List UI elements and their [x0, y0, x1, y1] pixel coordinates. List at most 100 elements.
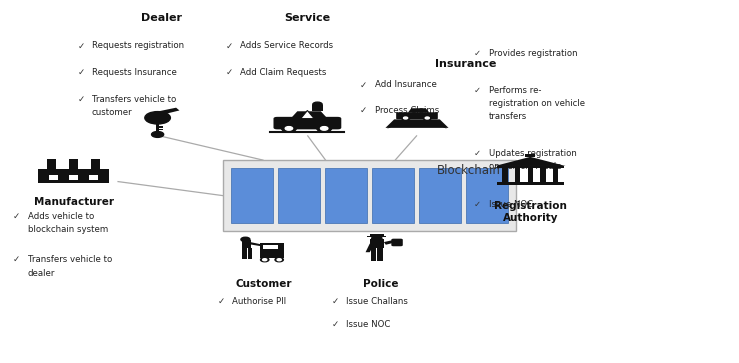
Polygon shape [495, 157, 565, 166]
FancyBboxPatch shape [156, 125, 160, 133]
Text: transfers: transfers [488, 112, 527, 121]
Text: ✓: ✓ [13, 212, 20, 221]
FancyBboxPatch shape [242, 248, 247, 259]
FancyBboxPatch shape [367, 236, 386, 237]
Circle shape [261, 258, 269, 262]
Text: Add Insurance: Add Insurance [375, 81, 437, 89]
Text: Manufacturer: Manufacturer [33, 197, 114, 208]
FancyBboxPatch shape [392, 238, 403, 246]
Polygon shape [419, 116, 447, 129]
FancyBboxPatch shape [273, 117, 341, 129]
Text: ✓: ✓ [78, 68, 84, 77]
FancyBboxPatch shape [466, 168, 508, 223]
FancyBboxPatch shape [38, 169, 109, 183]
Text: ✓: ✓ [332, 320, 338, 329]
FancyBboxPatch shape [160, 126, 163, 128]
Text: ✓: ✓ [78, 41, 84, 50]
FancyBboxPatch shape [540, 168, 545, 182]
Circle shape [321, 127, 328, 130]
Text: Customer: Customer [235, 279, 292, 289]
Circle shape [151, 131, 163, 137]
Text: ✓: ✓ [474, 200, 481, 209]
FancyBboxPatch shape [553, 168, 558, 182]
Text: Transfers vehicle to: Transfers vehicle to [27, 255, 112, 264]
Text: dealer: dealer [27, 269, 55, 278]
Text: registration on vehicle: registration on vehicle [488, 99, 585, 108]
Text: ✓: ✓ [360, 106, 367, 115]
FancyBboxPatch shape [370, 239, 384, 248]
Text: Dealer: Dealer [140, 13, 182, 23]
Text: ✓: ✓ [13, 255, 20, 264]
Text: customer: customer [92, 108, 132, 117]
Text: ✓: ✓ [225, 68, 233, 77]
Circle shape [277, 259, 282, 261]
FancyBboxPatch shape [49, 175, 58, 180]
Circle shape [285, 127, 293, 130]
Circle shape [313, 102, 322, 107]
FancyBboxPatch shape [248, 248, 252, 259]
FancyBboxPatch shape [515, 168, 520, 182]
FancyBboxPatch shape [371, 248, 376, 261]
Text: Issue NOC: Issue NOC [346, 320, 390, 329]
Circle shape [275, 258, 283, 262]
Circle shape [317, 125, 332, 132]
FancyBboxPatch shape [69, 159, 78, 169]
FancyBboxPatch shape [370, 234, 384, 237]
Text: Blockchain: Blockchain [437, 164, 501, 177]
FancyBboxPatch shape [242, 240, 251, 248]
Polygon shape [366, 244, 374, 252]
Text: Authorise PII: Authorise PII [232, 297, 286, 306]
Text: Adds Service Records: Adds Service Records [240, 41, 333, 50]
Text: Adds vehicle to: Adds vehicle to [27, 212, 94, 221]
Text: ✓: ✓ [474, 86, 481, 95]
FancyBboxPatch shape [525, 154, 535, 157]
Text: ✓: ✓ [332, 297, 338, 306]
Text: Transfers vehicle to: Transfers vehicle to [92, 95, 176, 103]
FancyBboxPatch shape [91, 159, 100, 169]
Text: ✓: ✓ [360, 81, 367, 89]
Circle shape [425, 117, 429, 119]
Text: Issue NOC: Issue NOC [488, 200, 533, 209]
Polygon shape [149, 108, 180, 116]
Text: Provides registration: Provides registration [488, 49, 577, 57]
FancyBboxPatch shape [69, 175, 78, 180]
FancyBboxPatch shape [378, 248, 383, 261]
Text: ✓: ✓ [225, 41, 233, 50]
FancyBboxPatch shape [231, 168, 273, 223]
FancyBboxPatch shape [372, 168, 415, 223]
Text: Registration
Authority: Registration Authority [494, 201, 567, 223]
FancyBboxPatch shape [263, 245, 278, 249]
Text: Requests Insurance: Requests Insurance [92, 68, 177, 77]
Circle shape [262, 259, 267, 261]
Text: Police: Police [364, 279, 399, 289]
FancyBboxPatch shape [419, 168, 461, 223]
Circle shape [423, 116, 432, 120]
Circle shape [145, 111, 171, 124]
Polygon shape [251, 242, 262, 246]
Text: Issue Challans: Issue Challans [346, 297, 408, 306]
FancyBboxPatch shape [223, 160, 516, 231]
Polygon shape [387, 116, 415, 129]
Text: ✓: ✓ [217, 297, 225, 306]
Text: Service: Service [285, 13, 330, 23]
FancyBboxPatch shape [89, 175, 98, 180]
Text: Requests registration: Requests registration [92, 41, 184, 50]
Polygon shape [408, 108, 429, 113]
FancyBboxPatch shape [324, 168, 367, 223]
Text: on vehicle resale: on vehicle resale [488, 162, 561, 171]
FancyBboxPatch shape [503, 168, 508, 182]
FancyBboxPatch shape [278, 168, 320, 223]
Circle shape [241, 237, 250, 242]
Polygon shape [386, 119, 449, 128]
Polygon shape [301, 110, 314, 119]
FancyBboxPatch shape [497, 166, 564, 168]
FancyBboxPatch shape [160, 129, 163, 130]
Text: Process Claims: Process Claims [375, 106, 439, 115]
Text: Insurance: Insurance [435, 59, 497, 69]
Polygon shape [290, 111, 327, 119]
Text: ✓: ✓ [474, 149, 481, 158]
Circle shape [403, 117, 408, 119]
Circle shape [401, 116, 409, 120]
Text: Updates registration: Updates registration [488, 149, 576, 158]
FancyBboxPatch shape [396, 112, 437, 119]
